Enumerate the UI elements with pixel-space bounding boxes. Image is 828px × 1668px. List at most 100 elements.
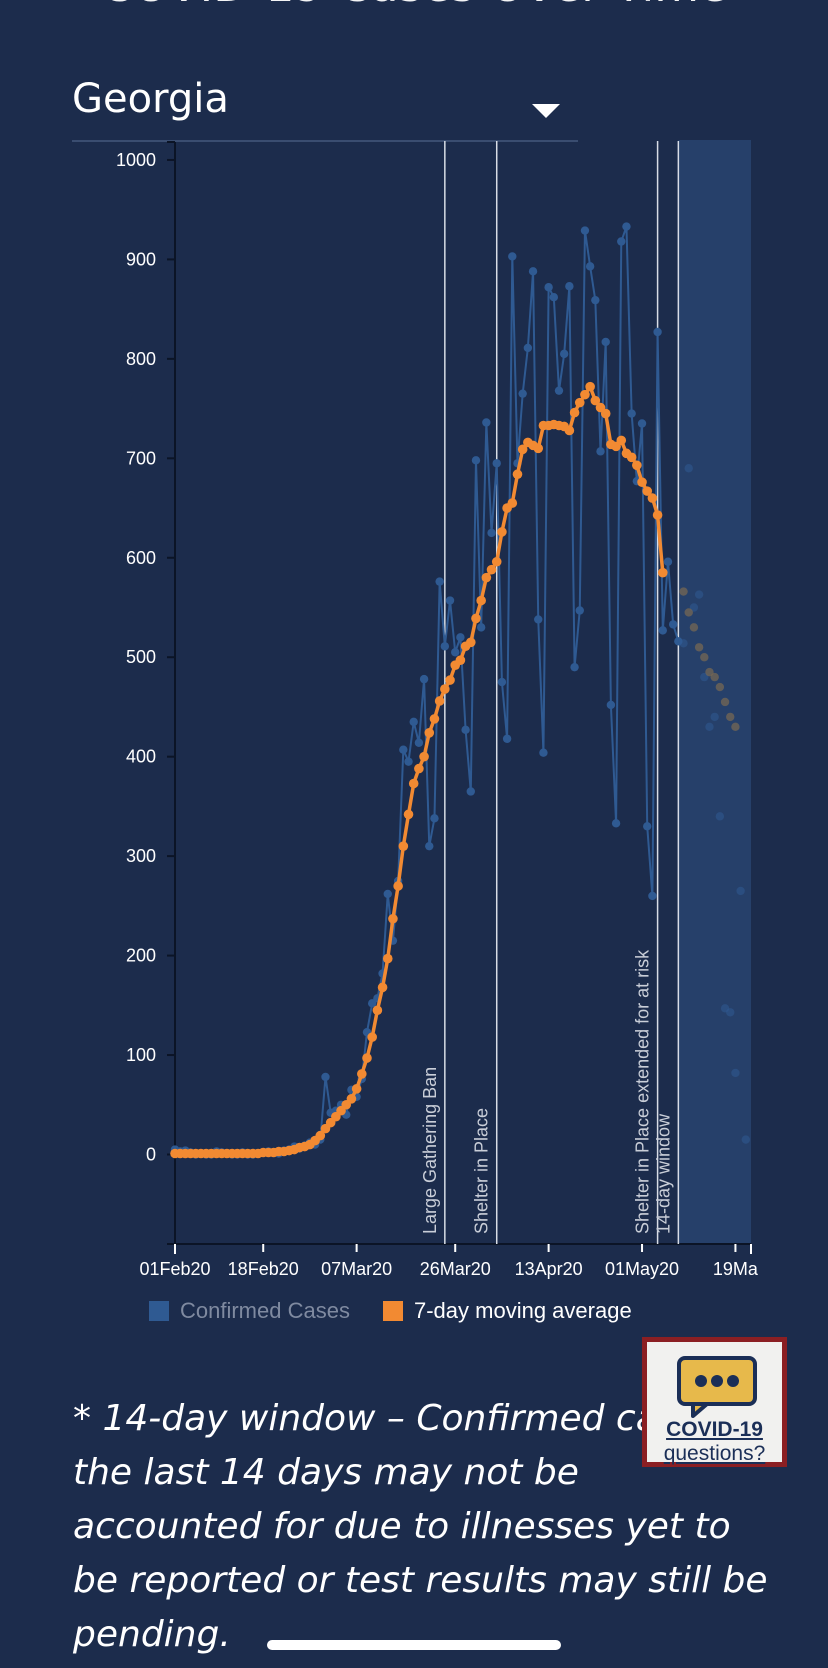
average-point-faded bbox=[715, 682, 725, 692]
confirmed-point bbox=[710, 712, 719, 722]
confirmed-point bbox=[430, 814, 439, 823]
confirmed-point bbox=[591, 295, 600, 305]
average-point-faded bbox=[710, 672, 719, 682]
confirmed-point bbox=[580, 226, 590, 235]
confirmed-point bbox=[549, 292, 559, 302]
event-label: Shelter in Place bbox=[472, 1108, 492, 1234]
confirmed-point bbox=[321, 1072, 330, 1082]
confirmed-point bbox=[497, 677, 507, 687]
fourteen-day-window-shade bbox=[678, 140, 751, 1244]
average-point bbox=[632, 460, 642, 471]
average-point bbox=[372, 1005, 383, 1016]
average-point-faded bbox=[689, 623, 699, 632]
confirmed-point bbox=[534, 615, 543, 624]
confirmed-point bbox=[456, 633, 465, 642]
confirmed-point bbox=[544, 283, 553, 292]
y-tick-label: 800 bbox=[126, 349, 156, 369]
y-tick-label: 400 bbox=[126, 747, 156, 767]
covid-questions-button[interactable]: COVID-19 questions? bbox=[642, 1337, 787, 1467]
confirmed-point bbox=[461, 725, 470, 735]
average-point bbox=[600, 408, 611, 419]
confirmed-point bbox=[689, 603, 699, 612]
confirmed-point bbox=[404, 757, 413, 766]
legend-label-average: 7-day moving average bbox=[414, 1298, 632, 1323]
confirmed-cases-line bbox=[174, 226, 680, 1156]
average-point bbox=[569, 407, 580, 418]
confirmed-point bbox=[487, 528, 496, 538]
average-point bbox=[429, 714, 440, 724]
confirmed-point bbox=[492, 459, 501, 468]
y-tick-label: 100 bbox=[126, 1045, 156, 1065]
home-indicator[interactable] bbox=[267, 1640, 561, 1650]
confirmed-point bbox=[502, 734, 512, 743]
confirmed-point bbox=[554, 386, 564, 395]
y-tick-label: 700 bbox=[126, 448, 156, 468]
state-dropdown[interactable]: Georgia bbox=[72, 74, 578, 142]
x-tick-label: 01May20 bbox=[605, 1259, 679, 1279]
average-point bbox=[476, 595, 486, 606]
confirmed-point bbox=[425, 841, 434, 851]
confirmed-point bbox=[622, 222, 631, 231]
y-tick-label: 300 bbox=[126, 846, 156, 866]
average-point bbox=[647, 493, 658, 503]
average-point bbox=[346, 1093, 357, 1104]
average-point bbox=[393, 881, 403, 891]
x-tick-label: 19Ma bbox=[713, 1259, 759, 1279]
confirmed-point bbox=[694, 590, 704, 599]
average-point bbox=[590, 395, 601, 406]
y-tick-label: 0 bbox=[146, 1144, 156, 1164]
average-point bbox=[580, 389, 590, 400]
average-point bbox=[315, 1130, 326, 1141]
average-point bbox=[445, 675, 455, 685]
confirmed-point bbox=[658, 626, 667, 635]
confirmed-point bbox=[435, 577, 444, 586]
confirmed-point bbox=[731, 1068, 740, 1078]
confirmed-point bbox=[585, 262, 595, 271]
confirmed-point bbox=[606, 700, 616, 710]
average-point bbox=[403, 809, 414, 820]
confirmed-point bbox=[663, 557, 673, 566]
average-point bbox=[533, 443, 544, 454]
confirmed-point bbox=[523, 343, 533, 353]
average-point bbox=[491, 556, 502, 567]
average-point-faded bbox=[684, 608, 693, 617]
confirmed-point bbox=[705, 722, 714, 732]
confirmed-point bbox=[643, 822, 652, 831]
average-point bbox=[465, 637, 476, 648]
confirmed-point bbox=[565, 282, 574, 291]
x-tick-label: 18Feb20 bbox=[228, 1259, 299, 1279]
confirmed-point bbox=[637, 419, 647, 428]
average-point bbox=[585, 381, 595, 392]
chat-bubble-icon bbox=[677, 1356, 757, 1418]
average-point bbox=[564, 425, 575, 436]
legend-swatch-average bbox=[383, 1301, 403, 1321]
confirmed-point bbox=[367, 999, 377, 1008]
confirmed-point bbox=[736, 886, 745, 896]
confirmed-point bbox=[627, 409, 636, 418]
confirmed-point bbox=[648, 891, 657, 901]
confirmed-point bbox=[596, 447, 605, 456]
confirmed-point bbox=[440, 642, 450, 651]
average-point-faded bbox=[694, 643, 704, 652]
y-tick-label: 600 bbox=[126, 548, 156, 568]
confirmed-point bbox=[684, 464, 693, 473]
confirmed-point bbox=[482, 418, 491, 427]
average-point bbox=[626, 452, 637, 463]
average-point bbox=[419, 751, 429, 762]
average-point bbox=[517, 444, 528, 455]
legend-label-confirmed: Confirmed Cases bbox=[180, 1298, 350, 1323]
confirmed-point bbox=[451, 648, 460, 657]
event-label: Large Gathering Ban bbox=[420, 1067, 440, 1234]
confirmed-point bbox=[409, 717, 418, 727]
confirmed-point bbox=[617, 237, 626, 246]
confirmed-point bbox=[518, 389, 527, 398]
x-tick-label: 26Mar20 bbox=[420, 1259, 491, 1279]
average-point bbox=[388, 913, 398, 924]
average-point-faded bbox=[705, 667, 714, 677]
average-point-faded bbox=[726, 712, 735, 722]
confirmed-point bbox=[539, 748, 548, 757]
help-label-line1: COVID-19 bbox=[666, 1418, 763, 1441]
confirmed-point bbox=[715, 812, 725, 821]
average-point bbox=[616, 435, 627, 446]
event-label: Shelter in Place extended for at risk bbox=[633, 949, 653, 1234]
